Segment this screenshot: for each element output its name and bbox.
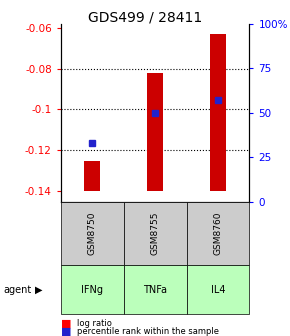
Bar xyxy=(210,34,226,192)
Text: IL4: IL4 xyxy=(211,285,225,295)
Text: GSM8755: GSM8755 xyxy=(151,212,160,255)
Text: GDS499 / 28411: GDS499 / 28411 xyxy=(88,10,202,24)
Text: log ratio: log ratio xyxy=(77,319,112,328)
Text: agent: agent xyxy=(3,285,31,295)
Text: IFNg: IFNg xyxy=(81,285,103,295)
Text: GSM8750: GSM8750 xyxy=(88,212,97,255)
Text: TNFa: TNFa xyxy=(143,285,167,295)
Text: ■: ■ xyxy=(61,327,71,336)
Text: ■: ■ xyxy=(61,318,71,328)
Text: GSM8760: GSM8760 xyxy=(213,212,222,255)
Bar xyxy=(84,161,100,192)
Text: ▶: ▶ xyxy=(35,285,43,295)
Bar xyxy=(147,73,163,192)
Text: percentile rank within the sample: percentile rank within the sample xyxy=(77,328,219,336)
